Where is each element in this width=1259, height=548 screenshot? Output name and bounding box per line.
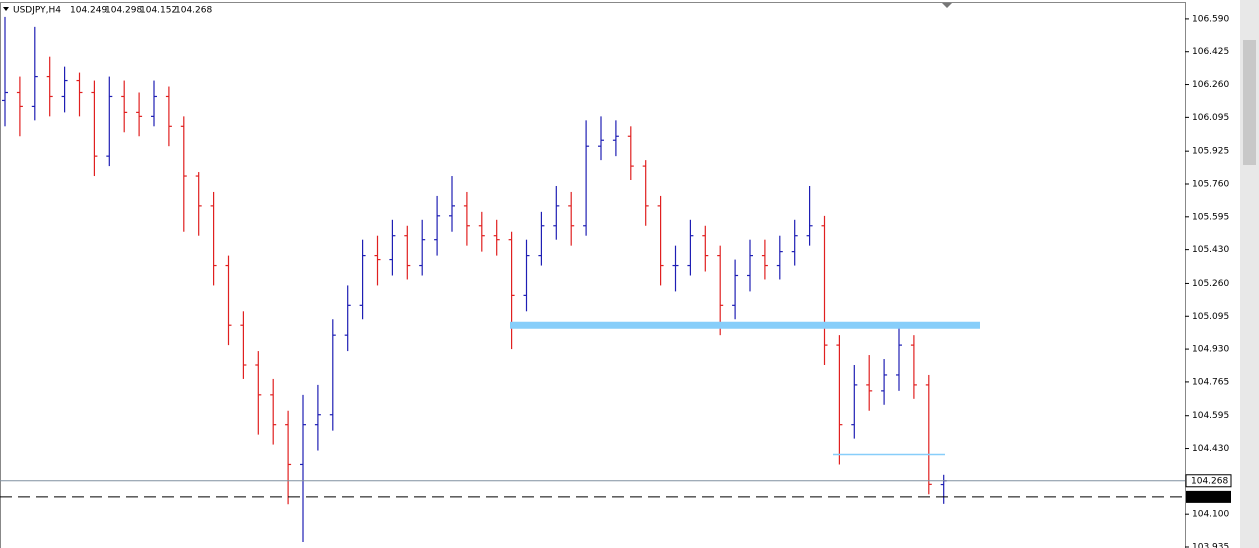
- y-tick-label: 106.425: [1192, 47, 1229, 57]
- y-tick-label: 104.765: [1192, 377, 1229, 387]
- y-tick-label: 106.590: [1192, 14, 1229, 24]
- header-high: 104.298: [105, 6, 142, 16]
- header-close: 104.268: [175, 6, 212, 16]
- y-tick-label: 104.430: [1192, 444, 1229, 454]
- header-low: 104.152: [140, 6, 177, 16]
- y-tick-label: 104.100: [1192, 510, 1229, 520]
- y-tick-label: 105.260: [1192, 279, 1229, 289]
- scroll-thumb[interactable]: [1243, 40, 1256, 165]
- y-tick-label: 105.595: [1192, 212, 1229, 222]
- y-tick-label: 105.095: [1192, 312, 1229, 322]
- y-tick-label: 105.430: [1192, 245, 1229, 255]
- y-tick-label: 105.925: [1192, 147, 1229, 157]
- bid-label: 104.268: [1191, 476, 1228, 486]
- shift-marker: [942, 3, 952, 8]
- symbol-menu-arrow[interactable]: [3, 7, 9, 11]
- y-tick-label: 106.095: [1192, 113, 1229, 123]
- chart-title: USDJPY,H4: [13, 6, 61, 16]
- y-tick-label: 104.930: [1192, 345, 1229, 355]
- y-tick-label: 104.595: [1192, 411, 1229, 421]
- bid-label-box: [1185, 474, 1232, 488]
- dashed-label: 104.187: [1191, 492, 1228, 502]
- y-tick-label: 106.260: [1192, 80, 1229, 90]
- plot-frame: [0, 2, 1186, 548]
- dashed-label-box: [1186, 490, 1231, 503]
- header-open: 104.249: [70, 6, 107, 16]
- y-tick-label: 103.935: [1192, 543, 1229, 548]
- y-tick-label: 105.760: [1192, 179, 1229, 189]
